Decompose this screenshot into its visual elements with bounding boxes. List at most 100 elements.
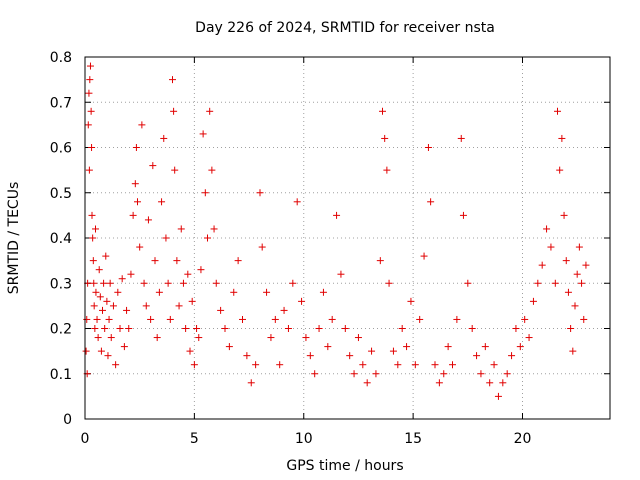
data-point: [91, 325, 99, 332]
data-point: [82, 347, 90, 355]
chart-title: Day 226 of 2024, SRMTID for receiver nst…: [195, 20, 495, 36]
data-point: [372, 370, 380, 378]
data-point: [521, 315, 529, 323]
data-point: [435, 379, 443, 387]
data-point: [368, 347, 376, 355]
data-point: [473, 352, 481, 360]
data-point: [92, 288, 100, 296]
y-tick-label: 0.3: [50, 276, 72, 292]
plot-frame: [84, 56, 611, 420]
x-axis-label: GPS time / hours: [286, 458, 403, 474]
data-point: [457, 134, 465, 142]
data-point: [512, 325, 520, 332]
data-point: [503, 370, 511, 378]
data-point: [201, 189, 209, 197]
x-tick-label: 0: [81, 431, 90, 447]
data-point: [431, 361, 439, 369]
data-point: [464, 279, 472, 287]
x-tick-label: 20: [514, 431, 532, 447]
y-tick-label: 0: [63, 412, 72, 428]
data-point: [184, 270, 192, 278]
data-point: [85, 166, 93, 174]
data-point: [134, 198, 141, 206]
x-tick-label: 5: [190, 431, 199, 447]
data-point: [247, 379, 255, 387]
data-point: [538, 261, 546, 269]
data-point: [85, 89, 93, 97]
data-point: [197, 266, 205, 274]
data-point: [89, 257, 97, 265]
data-point: [554, 107, 561, 115]
data-point: [258, 243, 266, 251]
data-point: [582, 261, 590, 269]
data-point: [490, 361, 498, 369]
data-point: [112, 361, 120, 369]
y-tick-label: 0.2: [50, 322, 72, 338]
data-point: [89, 234, 97, 242]
data-point: [534, 279, 542, 287]
data-point: [440, 370, 448, 378]
data-point: [333, 211, 341, 219]
grid-lines: [85, 57, 610, 419]
data-point: [383, 166, 391, 174]
data-point: [188, 297, 196, 305]
data-point: [92, 225, 99, 233]
data-point: [103, 297, 111, 305]
data-point: [403, 343, 411, 351]
y-axis-label: SRMTID / TECUs: [6, 182, 22, 295]
data-point: [95, 266, 103, 274]
data-point: [164, 279, 172, 287]
data-point: [516, 343, 524, 351]
data-point: [96, 293, 104, 301]
data-point: [86, 76, 94, 84]
data-point: [341, 325, 349, 332]
data-point: [97, 347, 105, 355]
data-point: [142, 302, 150, 310]
y-tick-label: 0.6: [50, 141, 72, 157]
data-point: [267, 334, 275, 342]
data-point: [337, 270, 345, 278]
data-point: [169, 76, 176, 84]
data-point: [324, 343, 332, 351]
data-point: [101, 325, 109, 332]
data-point: [234, 257, 242, 265]
data-point: [580, 315, 588, 323]
x-tick-label: 10: [295, 431, 313, 447]
y-tick-labels: 0 0.1 0.2 0.3 0.4 0.5 0.6 0.7 0.8: [50, 50, 72, 428]
data-point: [263, 288, 271, 296]
data-point: [350, 370, 358, 378]
data-point: [88, 144, 96, 151]
data-point: [573, 270, 581, 278]
data-point: [212, 279, 220, 287]
data-point: [170, 107, 178, 115]
data-point: [140, 279, 148, 287]
data-point: [94, 334, 102, 342]
data-point: [571, 302, 579, 310]
data-point: [204, 234, 211, 242]
data-point: [379, 107, 386, 115]
data-point: [155, 288, 163, 296]
data-point: [569, 347, 577, 355]
data-point: [298, 297, 306, 305]
y-tick-label: 0.5: [50, 186, 72, 202]
data-point: [199, 130, 207, 138]
data-point: [149, 162, 157, 170]
data-point: [486, 379, 494, 387]
y-tick-label: 0.1: [50, 367, 72, 383]
data-point: [394, 361, 402, 369]
data-point: [221, 325, 229, 332]
data-point: [193, 325, 201, 332]
data-points: [82, 62, 590, 400]
data-point: [151, 257, 159, 265]
data-point: [363, 379, 371, 387]
data-point: [499, 379, 507, 387]
data-point: [359, 361, 367, 369]
data-point: [177, 225, 185, 233]
data-point: [160, 134, 168, 142]
data-point: [173, 257, 181, 265]
data-point: [132, 144, 140, 151]
data-point: [551, 279, 559, 287]
data-point: [562, 257, 570, 265]
data-point: [190, 361, 198, 369]
data-point: [107, 334, 115, 342]
